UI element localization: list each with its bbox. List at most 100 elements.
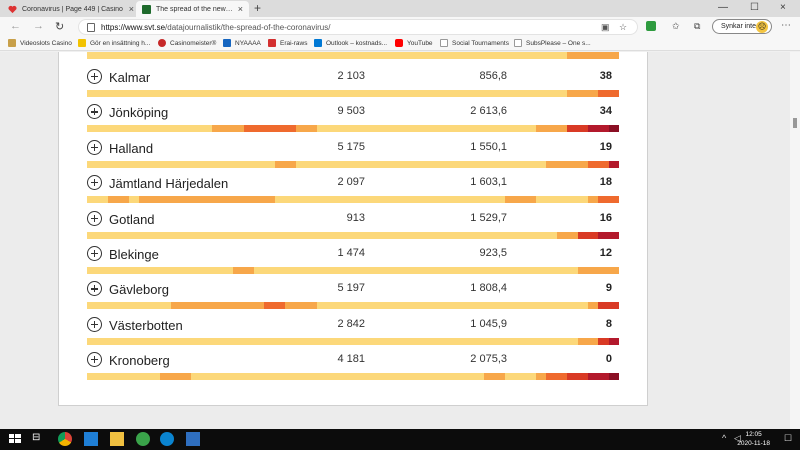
heatmap-cell xyxy=(191,373,202,381)
maximize-button[interactable]: ☐ xyxy=(750,2,759,13)
heatmap-cell xyxy=(577,302,588,310)
region-row[interactable]: Jämtland Härjedalen 2 097 1 603,1 18 xyxy=(87,174,620,209)
region-row[interactable]: Gotland 913 1 529,7 16 xyxy=(87,210,620,245)
bookmark-social-tournaments[interactable]: Social Tournaments xyxy=(440,39,509,47)
heatmap-cell xyxy=(431,125,442,133)
heatmap-cell xyxy=(567,373,578,381)
expand-plus-icon[interactable] xyxy=(87,210,102,226)
expand-plus-icon[interactable] xyxy=(87,281,102,297)
bookmark-nyaaaa[interactable]: NYAAAA xyxy=(223,39,261,47)
bookmark-youtube[interactable]: YouTube xyxy=(395,39,433,47)
heatmap-cell xyxy=(462,302,474,310)
bookmark-videoslots[interactable]: Videoslots Casino xyxy=(8,39,72,47)
heatmap-cell xyxy=(389,337,401,345)
bookmark-subsplease[interactable]: SubsPlease – One s... xyxy=(514,39,591,47)
heatmap-cell xyxy=(160,125,171,133)
heatmap-cell xyxy=(358,90,369,97)
minimize-button[interactable]: — xyxy=(718,2,728,13)
tab-close-icon[interactable]: × xyxy=(128,4,134,14)
tab-svt-coronavirus[interactable]: The spread of the new coronavir × xyxy=(136,1,249,17)
heatmap-cell xyxy=(201,302,213,310)
heatmap-cell xyxy=(462,125,474,133)
new-tab-button[interactable]: + xyxy=(254,1,262,15)
region-row[interactable]: Västerbotten 2 842 1 045,9 8 xyxy=(87,316,620,351)
notifications-icon[interactable]: ☐ xyxy=(784,433,793,443)
bookmark-insattning[interactable]: Gör en insättning h... xyxy=(78,39,150,47)
heatmap-cell xyxy=(201,125,213,133)
region-row[interactable]: Halland 5 175 1 550,1 19 xyxy=(87,139,620,174)
reader-view-icon[interactable]: ▣ xyxy=(601,22,610,32)
expand-plus-icon[interactable] xyxy=(87,316,102,332)
heatmap-cell xyxy=(483,231,495,239)
region-row[interactable]: Blekinge 1 474 923,5 12 xyxy=(87,245,620,280)
collections-icon[interactable]: ⧉ xyxy=(694,21,701,31)
back-button[interactable]: ← xyxy=(10,20,21,32)
heatmap-cell xyxy=(368,90,380,97)
close-window-button[interactable]: × xyxy=(780,2,786,13)
heatmap-cell xyxy=(337,125,348,133)
heatmap-strip xyxy=(87,302,620,310)
window-app-icon[interactable] xyxy=(186,432,200,446)
edge-icon[interactable] xyxy=(160,432,174,446)
vertical-scrollbar[interactable] xyxy=(790,52,800,429)
heatmap-cell xyxy=(285,302,296,310)
refresh-button[interactable]: ↻ xyxy=(55,21,65,33)
cases-per-100k: 923,5 xyxy=(479,247,507,259)
forward-button[interactable]: → xyxy=(33,20,44,32)
heatmap-cell xyxy=(295,267,307,274)
file-explorer-icon[interactable] xyxy=(110,432,124,446)
expand-plus-icon[interactable] xyxy=(87,104,102,120)
extension-icon[interactable] xyxy=(646,21,656,31)
more-menu-icon[interactable]: ⋯ xyxy=(781,20,791,31)
heatmap-cell xyxy=(87,302,98,310)
heatmap-cell xyxy=(421,160,432,168)
region-row[interactable]: Jönköping 9 503 2 613,6 34 xyxy=(87,103,620,138)
bookmark-outlook[interactable]: Outlook – kostnads... xyxy=(314,39,387,47)
heatmap-cell xyxy=(170,196,181,204)
heatmap-cell xyxy=(483,196,495,204)
heatmap-cell xyxy=(316,196,328,204)
heatmap-cell xyxy=(441,160,453,168)
heatmap-cell xyxy=(608,125,620,133)
expand-plus-icon[interactable] xyxy=(87,139,102,155)
heatmap-cell xyxy=(139,373,150,381)
windows-start-icon[interactable] xyxy=(8,432,22,446)
heatmap-cell xyxy=(504,196,515,204)
chrome-icon[interactable] xyxy=(58,432,72,446)
heatmap-cell xyxy=(233,125,244,133)
region-row[interactable]: Kalmar 2 103 856,8 38 xyxy=(87,68,620,103)
tab-coronavirus-casino[interactable]: Coronavirus | Page 449 | Casino × xyxy=(2,1,140,17)
scrollbar-thumb[interactable] xyxy=(793,118,797,128)
favorites-icon[interactable]: ✩ xyxy=(672,21,680,31)
tab-close-icon[interactable]: × xyxy=(237,4,243,14)
heatmap-cell xyxy=(577,373,588,381)
heatmap-cell xyxy=(347,160,359,168)
green-app-icon[interactable] xyxy=(136,432,150,446)
taskbar-clock[interactable]: 12:05 2020-11-18 xyxy=(737,430,770,448)
heatmap-cell xyxy=(180,125,192,133)
favorite-star-icon[interactable]: ☆ xyxy=(619,22,628,32)
heatmap-cell xyxy=(327,267,338,274)
app-icon[interactable] xyxy=(84,432,98,446)
bookmark-erai-raws[interactable]: Erai-raws xyxy=(268,39,307,47)
heatmap-cell xyxy=(462,231,474,239)
speaker-icon[interactable]: ◁ xyxy=(734,433,741,443)
task-view-icon[interactable]: ⊟ xyxy=(32,432,41,443)
heatmap-cell xyxy=(201,267,213,274)
tray-chevron-icon[interactable]: ^ xyxy=(722,433,727,443)
heatmap-cell xyxy=(212,160,223,168)
clock-date: 2020-11-18 xyxy=(737,440,770,447)
heatmap-cell xyxy=(191,302,202,310)
heatmap-cell xyxy=(180,196,192,204)
expand-plus-icon[interactable] xyxy=(87,69,102,84)
expand-plus-icon[interactable] xyxy=(87,175,102,191)
region-row[interactable]: Kronoberg 4 181 2 075,3 0 xyxy=(87,351,620,386)
address-bar[interactable]: https://www.svt.se/datajournalistik/the-… xyxy=(78,19,638,35)
expand-plus-icon[interactable] xyxy=(87,246,102,261)
heatmap-cell xyxy=(421,302,432,310)
expand-plus-icon[interactable] xyxy=(87,352,102,368)
region-row[interactable]: Gävleborg 5 197 1 808,4 9 xyxy=(87,280,620,315)
sync-button[interactable]: Synkar inte ☹ xyxy=(712,19,772,34)
bookmark-casinomeister[interactable]: Casinomeister® xyxy=(158,39,216,47)
heatmap-cell xyxy=(327,373,338,381)
